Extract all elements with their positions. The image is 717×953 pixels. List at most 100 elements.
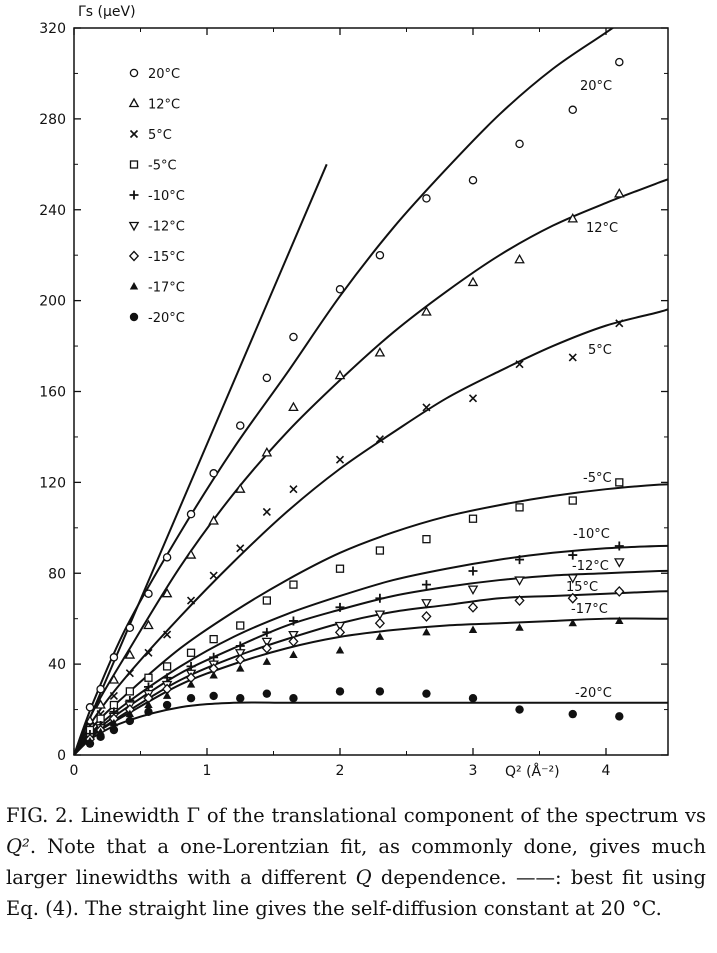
- data-point: [422, 627, 431, 636]
- caption-q: Q: [355, 866, 372, 889]
- y-tick-label: 0: [57, 748, 66, 764]
- data-point: [261, 637, 273, 648]
- x-tick-label: 2: [336, 763, 345, 779]
- data-point: [96, 684, 105, 694]
- data-point: [125, 716, 135, 726]
- curve-label: -20°C: [575, 686, 612, 701]
- data-point: [85, 739, 95, 748]
- data-point: [144, 589, 153, 598]
- data-point: [186, 694, 196, 703]
- legend-label: -17°C: [148, 281, 185, 296]
- data-point: [375, 632, 385, 640]
- y-tick-label: 160: [39, 385, 66, 401]
- data-point: [568, 550, 578, 560]
- data-point: [514, 253, 525, 264]
- data-point: [129, 190, 139, 200]
- legend-label: -5°C: [148, 159, 177, 174]
- curve-label: -17°C: [571, 602, 608, 617]
- data-point: [289, 332, 298, 342]
- data-point: [615, 57, 624, 67]
- x-tick-label: 1: [203, 763, 212, 779]
- data-point: [125, 687, 135, 696]
- caption-dash: ——: [516, 866, 556, 889]
- curve-label: -12°C: [572, 559, 609, 574]
- data-point: [422, 403, 431, 412]
- data-point: [568, 496, 577, 505]
- data-point: [143, 682, 153, 692]
- data-point: [262, 627, 272, 637]
- data-point: [335, 687, 345, 696]
- data-point: [186, 661, 196, 671]
- data-point: [335, 564, 345, 573]
- x-tick-label: 3: [469, 763, 478, 779]
- data-point: [129, 160, 139, 169]
- data-point: [144, 648, 153, 657]
- data-point: [375, 593, 385, 603]
- data-point: [235, 421, 245, 430]
- data-point: [614, 585, 625, 597]
- data-point: [613, 558, 625, 568]
- figure-caption: FIG. 2. Linewidth Γ of the translational…: [6, 800, 706, 924]
- data-point: [375, 250, 385, 260]
- data-point: [162, 553, 172, 562]
- data-point: [84, 715, 96, 725]
- data-point: [85, 703, 95, 712]
- data-point: [186, 509, 196, 519]
- data-point: [374, 610, 386, 620]
- data-point: [568, 618, 577, 627]
- data-point: [422, 535, 431, 544]
- data-point: [334, 621, 346, 632]
- x-tick-label: 4: [602, 763, 611, 779]
- data-point: [236, 664, 245, 672]
- data-point: [236, 544, 245, 553]
- legend-label: -10°C: [148, 189, 185, 204]
- data-point: [186, 648, 196, 657]
- data-point: [289, 650, 298, 659]
- data-point: [614, 541, 624, 551]
- y-tick-label: 280: [39, 112, 66, 128]
- data-point: [468, 175, 478, 185]
- y-tick-label: 240: [39, 203, 66, 219]
- x-axis-title: Q² (Å⁻²): [505, 763, 560, 780]
- data-point: [515, 705, 524, 714]
- data-point: [421, 599, 432, 609]
- data-point: [568, 105, 578, 115]
- data-point: [467, 276, 479, 287]
- data-point: [208, 515, 219, 525]
- caption-text-2: . Note that a one-Lorentzian fit, as com…: [6, 835, 706, 889]
- curve-label: 12°C: [586, 221, 618, 236]
- data-point: [235, 654, 246, 666]
- data-point: [468, 394, 478, 403]
- data-point: [567, 592, 578, 604]
- figure-label: FIG. 2.: [6, 804, 74, 827]
- y-tick-label: 40: [48, 657, 66, 673]
- data-point: [567, 213, 579, 223]
- data-point: [375, 546, 385, 555]
- x-tick-label: 0: [70, 763, 79, 779]
- caption-text-3: dependence.: [371, 866, 507, 889]
- legend-label: -12°C: [148, 220, 185, 235]
- data-point: [109, 691, 118, 700]
- y-tick-label: 120: [39, 475, 66, 491]
- data-point: [261, 642, 272, 654]
- data-point: [422, 689, 431, 698]
- data-point: [209, 469, 218, 478]
- data-point: [289, 485, 298, 494]
- curve-label: -10°C: [573, 527, 610, 542]
- data-point: [514, 595, 525, 606]
- data-point: [335, 285, 345, 294]
- data-point: [515, 623, 524, 631]
- y-tick-label: 320: [39, 21, 66, 37]
- data-point: [262, 596, 272, 605]
- data-point: [129, 129, 139, 139]
- data-points: [84, 57, 625, 748]
- data-point: [129, 282, 139, 290]
- data-point: [289, 580, 298, 589]
- data-point: [515, 503, 524, 512]
- fit-curves: [74, 28, 668, 755]
- data-point: [144, 707, 153, 717]
- data-point: [209, 691, 218, 701]
- curve-label: 20°C: [580, 79, 612, 94]
- data-point: [144, 700, 153, 709]
- data-point: [234, 649, 246, 659]
